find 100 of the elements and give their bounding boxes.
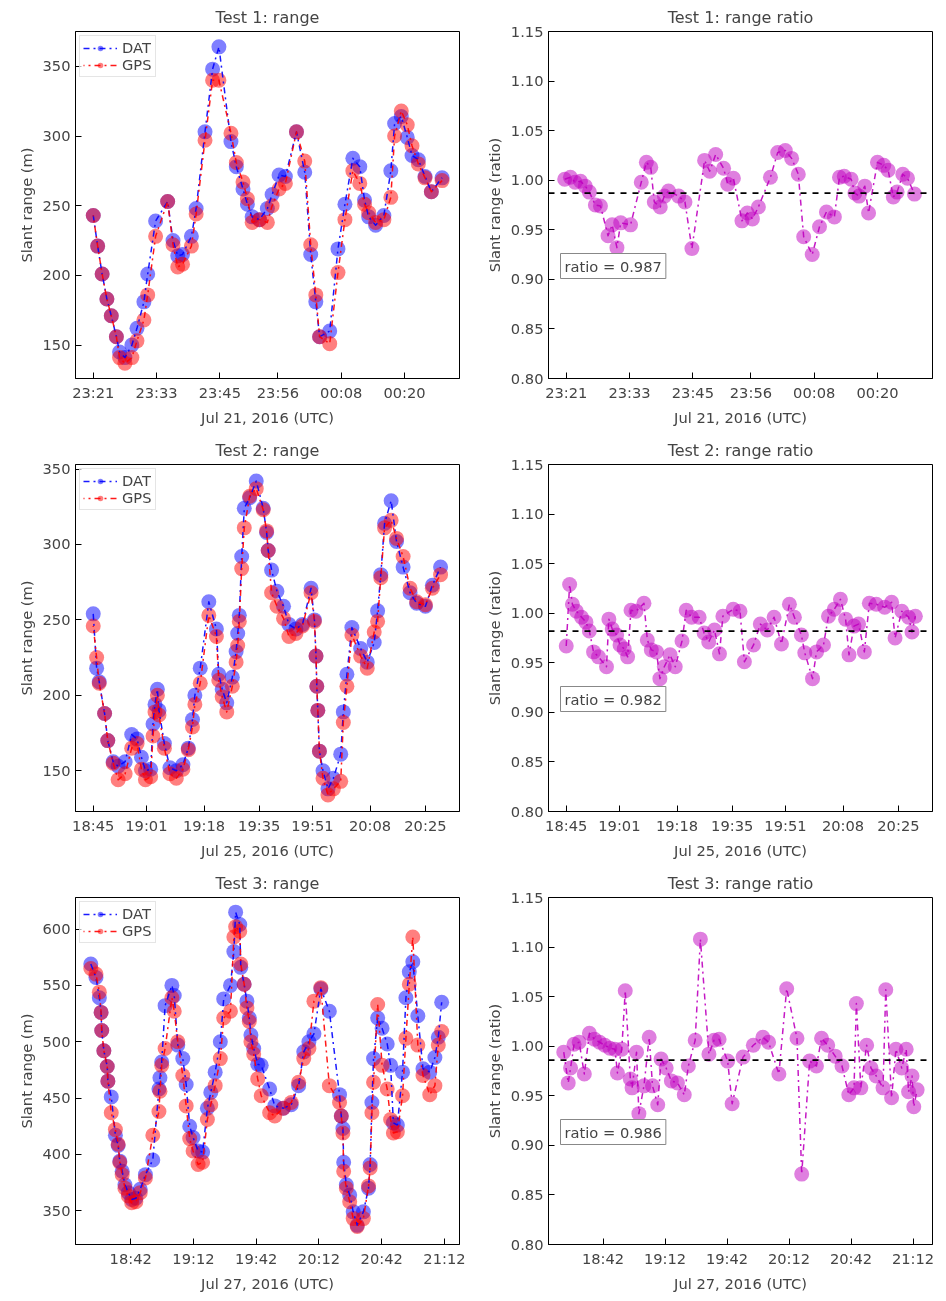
- annotation: ratio = 0.986: [564, 1123, 662, 1141]
- legend-label: GPS: [122, 922, 152, 939]
- x-tick-label: 00:20: [856, 383, 899, 401]
- y-tick-label: 250: [42, 610, 71, 628]
- x-axis-title: Jul 25, 2016 (UTC): [673, 841, 807, 859]
- y-tick-label: 1.10: [510, 72, 544, 90]
- annotation: ratio = 0.982: [564, 690, 662, 708]
- x-tick-label: 19:01: [125, 816, 168, 834]
- chart-title: Test 3: range: [214, 873, 320, 893]
- y-tick-label: 0.90: [510, 703, 544, 721]
- y-axis-title: Slant range (ratio): [485, 1003, 503, 1139]
- y-tick-label: 550: [42, 976, 71, 994]
- x-axis-title: Jul 27, 2016 (UTC): [200, 1274, 334, 1292]
- y-tick-label: 200: [42, 686, 71, 704]
- y-tick-label: 200: [42, 266, 71, 284]
- x-axis-title: Jul 21, 2016 (UTC): [200, 408, 334, 426]
- x-tick-label: 19:42: [235, 1249, 278, 1267]
- legend-label: DAT: [122, 472, 151, 489]
- chart-title: Test 2: range: [214, 440, 320, 460]
- x-tick-label: 23:45: [198, 383, 242, 401]
- x-tick-label: 20:12: [767, 1249, 811, 1267]
- annotation: ratio = 0.987: [564, 257, 662, 275]
- y-tick-label: 1.05: [510, 987, 544, 1005]
- y-tick-label: 0.85: [510, 1185, 544, 1203]
- x-tick-label: 19:35: [238, 816, 281, 834]
- x-tick-label: 19:18: [655, 816, 699, 834]
- chart-title: Test 1: range ratio: [666, 7, 814, 27]
- y-tick-label: 0.80: [510, 802, 544, 820]
- x-tick-label: 20:08: [821, 816, 865, 834]
- y-tick-label: 150: [42, 336, 71, 354]
- x-tick-label: 19:51: [764, 816, 807, 834]
- x-tick-label: 21:12: [891, 1249, 935, 1267]
- y-tick-label: 500: [42, 1032, 71, 1050]
- y-tick-label: 0.95: [510, 1086, 544, 1104]
- x-tick-label: 00:08: [320, 383, 363, 401]
- y-tick-label: 0.85: [510, 752, 544, 770]
- y-axis-title: Slant range (ratio): [485, 137, 503, 273]
- y-tick-label: 1.10: [510, 505, 544, 523]
- legend-label: GPS: [122, 56, 152, 73]
- x-tick-label: 23:21: [72, 383, 115, 401]
- x-tick-label: 20:25: [404, 816, 447, 834]
- x-axis-title: Jul 25, 2016 (UTC): [200, 841, 334, 859]
- y-tick-label: 300: [42, 127, 71, 145]
- x-tick-label: 20:42: [360, 1249, 403, 1267]
- y-tick-label: 450: [42, 1089, 71, 1107]
- y-tick-label: 600: [42, 920, 71, 938]
- x-tick-label: 19:12: [172, 1249, 215, 1267]
- x-tick-label: 23:56: [256, 383, 300, 401]
- y-tick-label: 1.10: [510, 938, 544, 956]
- legend-label: DAT: [122, 905, 151, 922]
- x-tick-label: 23:45: [671, 383, 715, 401]
- y-tick-label: 1.00: [510, 604, 544, 622]
- y-tick-label: 0.95: [510, 653, 544, 671]
- x-tick-label: 18:45: [72, 816, 115, 834]
- x-tick-label: 20:25: [877, 816, 920, 834]
- x-tick-label: 20:08: [348, 816, 392, 834]
- x-tick-label: 20:42: [829, 1249, 873, 1267]
- y-tick-label: 1.15: [510, 22, 544, 40]
- y-tick-label: 0.90: [510, 270, 544, 288]
- legend-label: GPS: [122, 489, 152, 506]
- y-axis-title: Slant range (m): [17, 147, 35, 263]
- x-tick-label: 19:42: [705, 1249, 749, 1267]
- chart-title: Test 1: range: [214, 7, 320, 27]
- y-tick-label: 0.90: [510, 1136, 544, 1154]
- chart-title: Test 3: range ratio: [666, 873, 814, 893]
- y-tick-label: 1.15: [510, 455, 544, 473]
- y-tick-label: 0.80: [510, 369, 544, 387]
- y-tick-label: 150: [42, 761, 71, 779]
- x-tick-label: 19:51: [291, 816, 334, 834]
- y-tick-label: 250: [42, 196, 71, 214]
- x-tick-label: 18:42: [581, 1249, 625, 1267]
- y-tick-label: 1.05: [510, 554, 544, 572]
- x-tick-label: 23:21: [545, 383, 588, 401]
- y-axis-title: Slant range (m): [17, 1013, 35, 1129]
- x-tick-label: 23:56: [729, 383, 773, 401]
- y-tick-label: 0.85: [510, 319, 544, 337]
- y-tick-label: 300: [42, 535, 71, 553]
- y-tick-label: 1.05: [510, 121, 544, 139]
- chart-title: Test 2: range ratio: [666, 440, 814, 460]
- y-tick-label: 1.00: [510, 1037, 544, 1055]
- y-tick-label: 0.80: [510, 1235, 544, 1253]
- y-tick-label: 1.15: [510, 888, 544, 906]
- y-axis-title: Slant range (m): [17, 580, 35, 696]
- x-tick-label: 00:08: [793, 383, 836, 401]
- x-tick-label: 23:33: [135, 383, 178, 401]
- x-tick-label: 00:20: [383, 383, 426, 401]
- legend-label: DAT: [122, 39, 151, 56]
- y-tick-label: 1.00: [510, 171, 544, 189]
- y-axis-title: Slant range (ratio): [485, 570, 503, 706]
- x-tick-label: 18:45: [545, 816, 588, 834]
- x-tick-label: 20:12: [297, 1249, 341, 1267]
- y-tick-label: 350: [42, 1201, 71, 1219]
- y-tick-label: 0.95: [510, 220, 544, 238]
- x-tick-label: 19:18: [182, 816, 226, 834]
- x-tick-label: 19:12: [643, 1249, 687, 1267]
- y-tick-label: 350: [42, 57, 71, 75]
- x-tick-label: 19:01: [598, 816, 641, 834]
- x-tick-label: 21:12: [423, 1249, 466, 1267]
- x-axis-title: Jul 27, 2016 (UTC): [673, 1274, 807, 1292]
- x-tick-label: 19:35: [711, 816, 754, 834]
